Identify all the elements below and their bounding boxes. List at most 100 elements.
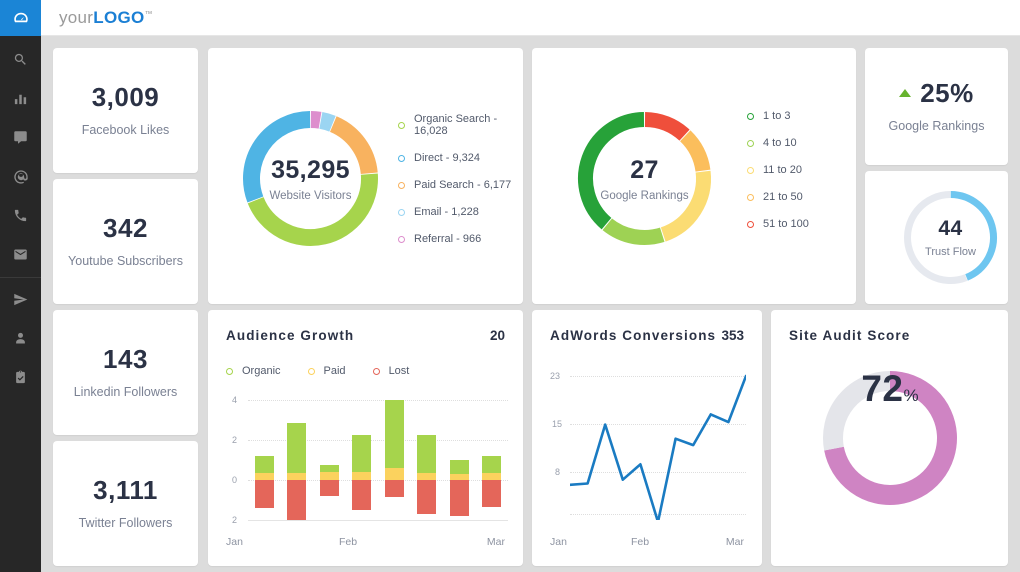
bar-segment-paid	[287, 473, 307, 480]
legend-item[interactable]: Lost	[372, 365, 410, 377]
brand-your: your	[59, 7, 94, 27]
bar-column[interactable]	[384, 400, 404, 520]
legend-item[interactable]: 4 to 10	[747, 137, 809, 149]
brand-logo[interactable]: yourLOGO™	[59, 8, 153, 28]
x-tick-label: Jan	[550, 536, 567, 548]
legend-label: 1 to 3	[763, 110, 791, 122]
legend-label: Paid	[323, 365, 346, 377]
sidebar-nav	[0, 36, 41, 397]
site-audit-card: Site Audit Score 72 %	[771, 310, 1008, 566]
legend-item[interactable]: Organic	[226, 365, 281, 377]
bar-segment-organic	[384, 400, 404, 468]
envelope-icon	[13, 247, 28, 262]
legend-label: Email - 1,228	[414, 206, 479, 218]
sidebar-item-tasks[interactable]	[0, 358, 41, 397]
adwords-conversions-card: AdWords Conversions 353 23 15 8 Jan Feb …	[532, 310, 762, 566]
gridline	[248, 400, 508, 401]
legend-dot-icon	[226, 367, 233, 375]
gauge-svg	[904, 191, 997, 284]
google-rankings-legend: 1 to 3 4 to 10 11 to 20 21 to 50 51 to 1…	[747, 110, 809, 245]
legend-label: Organic	[242, 365, 281, 377]
legend-dot-icon	[747, 193, 754, 201]
sidebar-item-messages[interactable]	[0, 118, 41, 157]
legend-dot-icon	[747, 166, 754, 174]
brand-logo-text: LOGO	[93, 7, 145, 27]
stat-card-facebook-likes: 3,009 Facebook Likes	[53, 48, 198, 173]
gridline	[248, 440, 508, 441]
legend-dot-icon	[747, 112, 754, 120]
donut-svg	[578, 112, 711, 245]
legend-item[interactable]: 11 to 20	[747, 164, 809, 176]
line-chart-svg	[570, 374, 746, 520]
gauge-svg	[823, 371, 957, 505]
bar-segment-lost	[287, 480, 307, 520]
legend-item[interactable]: Paid Search - 6,177	[398, 179, 523, 191]
x-tick-label: Jan	[226, 536, 243, 548]
sidebar-item-profile[interactable]	[0, 319, 41, 358]
gridline	[570, 514, 746, 515]
legend-item[interactable]: Paid	[307, 365, 346, 377]
bar-column[interactable]	[319, 400, 339, 520]
search-icon	[13, 52, 28, 67]
sidebar-item-analytics[interactable]	[0, 79, 41, 118]
legend-label: 51 to 100	[763, 218, 809, 230]
comment-icon	[13, 130, 28, 145]
bar-segment-paid	[384, 468, 404, 480]
sidebar-item-email[interactable]	[0, 235, 41, 274]
legend-dot-icon	[747, 220, 754, 228]
paper-plane-icon	[13, 292, 28, 307]
legend-item[interactable]: 21 to 50	[747, 191, 809, 203]
legend-label: 21 to 50	[763, 191, 803, 203]
bar-segment-organic	[352, 435, 372, 472]
sidebar-item-send[interactable]	[0, 280, 41, 319]
trust-flow-gauge: 44 Trust Flow	[898, 185, 1003, 290]
bar-group	[248, 400, 508, 520]
legend-dot-icon	[372, 367, 380, 375]
x-tick-label: Mar	[725, 536, 744, 548]
topbar: yourLOGO™	[41, 0, 1020, 36]
trend-value: 25%	[920, 78, 974, 108]
website-visitors-legend: Organic Search - 16,028 Direct - 9,324 P…	[398, 113, 523, 260]
legend-item[interactable]: Direct - 9,324	[398, 152, 523, 164]
sidebar-item-mentions[interactable]	[0, 157, 41, 196]
bar-segment-organic	[254, 456, 274, 473]
card-title: Audience Growth	[226, 328, 355, 343]
sidebar-item-calls[interactable]	[0, 196, 41, 235]
bar-segment-lost	[254, 480, 274, 508]
sidebar	[0, 0, 41, 572]
bar-chart-icon	[13, 91, 28, 106]
bar-column[interactable]	[254, 400, 274, 520]
audience-growth-legend: Organic Paid Lost	[226, 365, 409, 377]
bar-segment-lost	[384, 480, 404, 497]
sidebar-item-search[interactable]	[0, 40, 41, 79]
card-metric: 353	[721, 328, 744, 343]
legend-item[interactable]: Organic Search - 16,028	[398, 113, 523, 137]
bar-column[interactable]	[449, 400, 469, 520]
stat-label: Linkedin Followers	[73, 385, 178, 399]
stat-card-youtube-subscribers: 342 Youtube Subscribers	[53, 179, 198, 304]
legend-label: Lost	[388, 365, 410, 377]
app-logo-badge[interactable]	[0, 0, 41, 36]
x-tick-label: Mar	[486, 536, 505, 548]
legend-item[interactable]: Referral - 966	[398, 233, 523, 245]
stat-card-twitter-followers: 3,111 Twitter Followers	[53, 441, 198, 566]
bar-segment-paid	[319, 472, 339, 480]
bar-column[interactable]	[352, 400, 372, 520]
dashboard-content: 3,009 Facebook Likes 342 Youtube Subscri…	[41, 36, 1020, 572]
bar-column[interactable]	[417, 400, 437, 520]
bar-segment-paid	[254, 473, 274, 480]
legend-item[interactable]: Email - 1,228	[398, 206, 523, 218]
stat-label: Youtube Subscribers	[68, 254, 183, 268]
bar-segment-organic	[449, 460, 469, 474]
legend-item[interactable]: 1 to 3	[747, 110, 809, 122]
legend-dot-icon	[398, 235, 405, 243]
bar-segment-organic	[482, 456, 502, 473]
bar-column[interactable]	[482, 400, 502, 520]
trend-row: 25%	[899, 80, 974, 106]
legend-item[interactable]: 51 to 100	[747, 218, 809, 230]
trend-label: Google Rankings	[888, 119, 985, 133]
triangle-up-icon	[899, 89, 912, 97]
website-visitors-donut: 35,295 Website Visitors	[238, 106, 383, 251]
site-audit-gauge: 72 %	[820, 368, 960, 508]
bar-column[interactable]	[287, 400, 307, 520]
